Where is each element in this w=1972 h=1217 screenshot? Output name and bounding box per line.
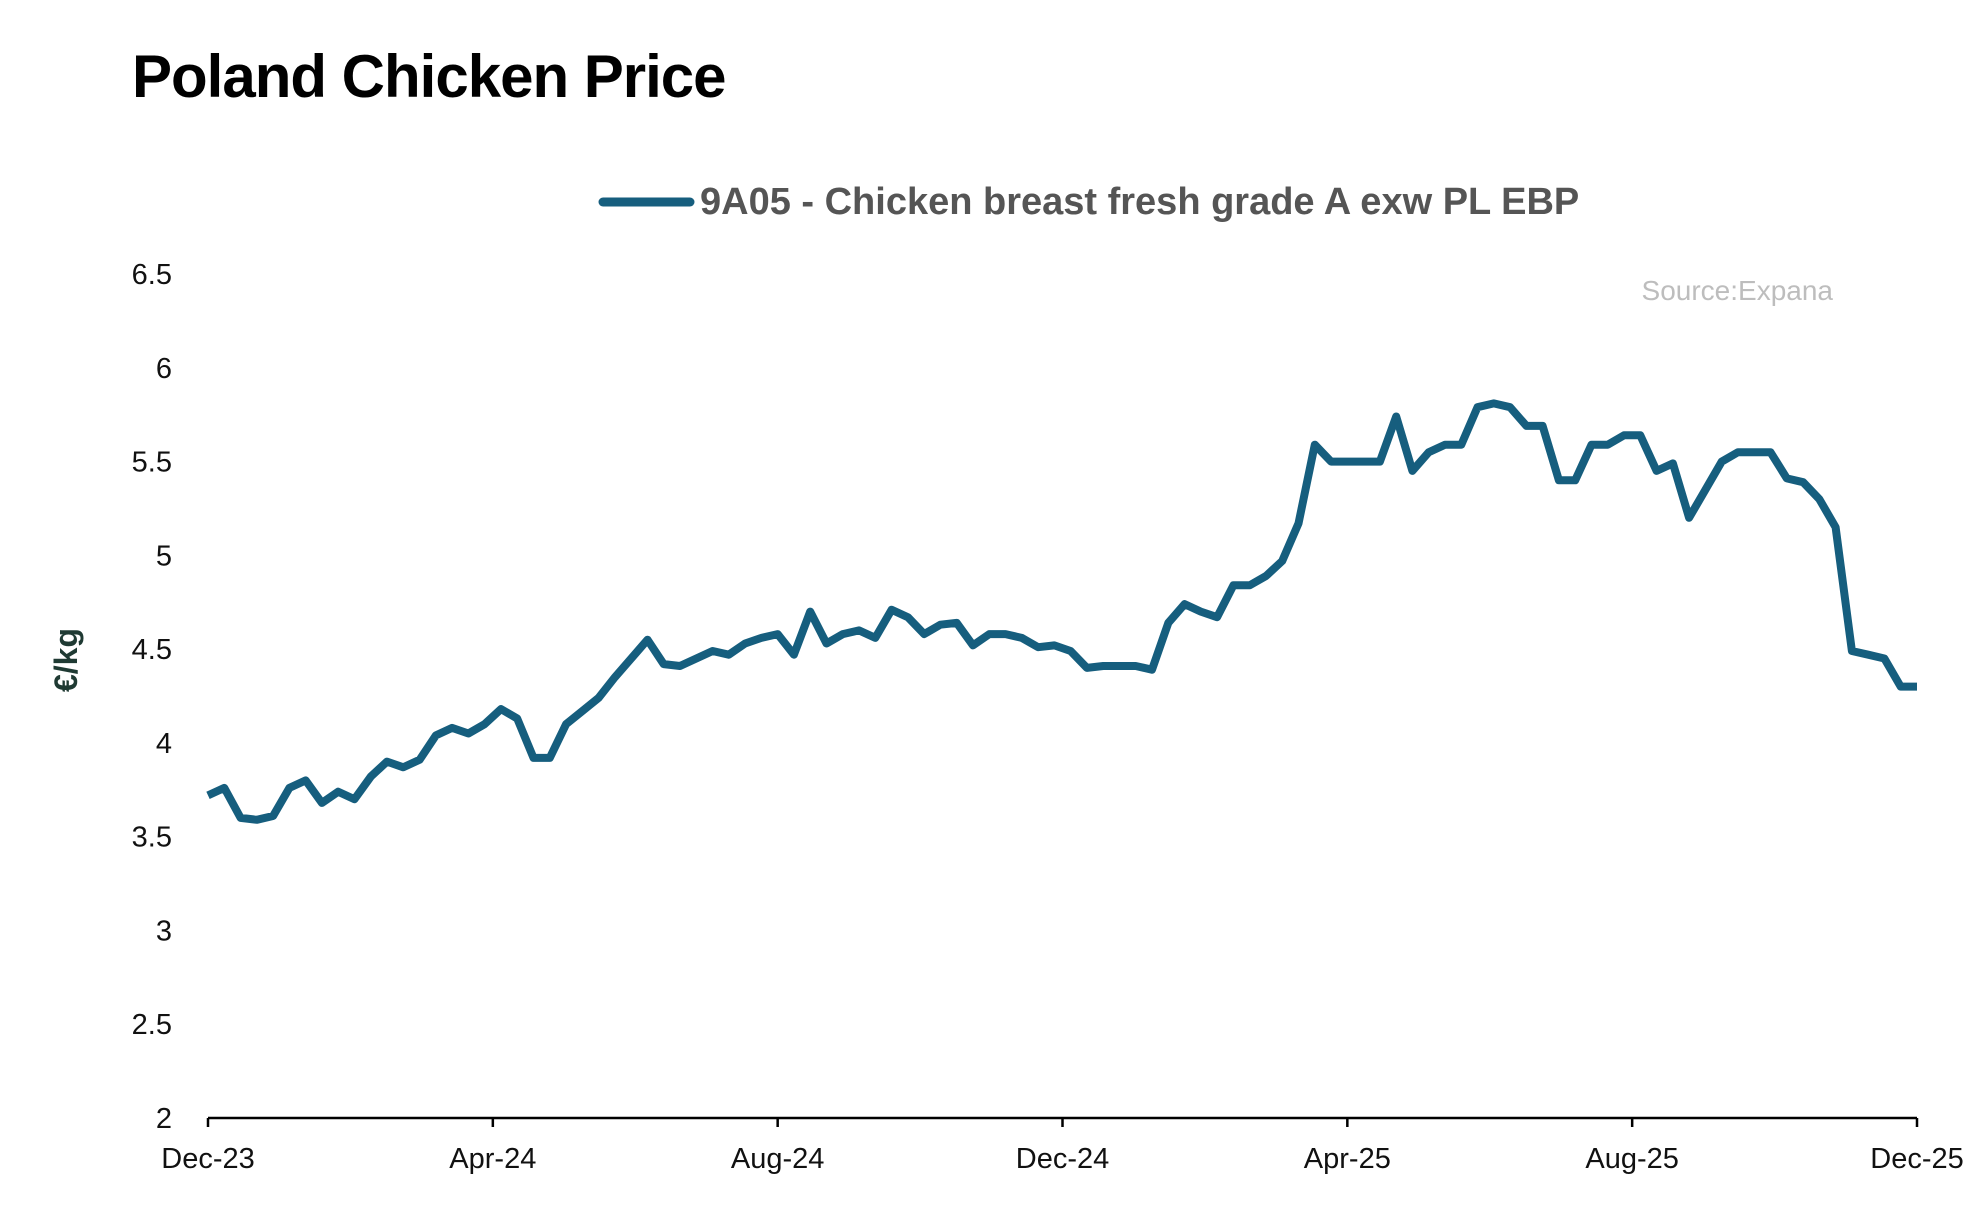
series-layer <box>206 399 1917 824</box>
y-tick-label: 5 <box>156 540 172 572</box>
x-tick-label: Apr-25 <box>1304 1143 1391 1175</box>
legend-label: 9A05 - Chicken breast fresh grade A exw … <box>700 181 1579 223</box>
y-tick-label: 2 <box>156 1103 172 1135</box>
series-line <box>206 399 1917 824</box>
y-axis-ticks: 2 2.5 3 3.5 4 4.5 5 5.5 6 6.5 <box>132 259 172 1135</box>
y-tick-label: 2.5 <box>132 1009 172 1041</box>
chart-title: Poland Chicken Price <box>132 43 727 110</box>
x-tick-label: Aug-25 <box>1585 1143 1679 1175</box>
x-tick-label: Dec-25 <box>1870 1143 1964 1175</box>
x-tick-label: Apr-24 <box>449 1143 536 1175</box>
y-tick-label: 3 <box>156 915 172 947</box>
x-tick-label: Dec-23 <box>161 1143 255 1175</box>
y-tick-label: 3.5 <box>132 822 172 854</box>
y-tick-label: 4.5 <box>132 634 172 666</box>
y-tick-label: 4 <box>156 728 172 760</box>
x-tick-label: Aug-24 <box>731 1143 825 1175</box>
x-tick-label: Dec-24 <box>1016 1143 1110 1175</box>
y-tick-label: 6 <box>156 353 172 385</box>
x-axis: Dec-23 Apr-24 Aug-24 Dec-24 Apr-25 Aug-25 Dec-… <box>161 1116 1964 1175</box>
y-tick-label: 5.5 <box>132 447 172 479</box>
legend: 9A05 - Chicken breast fresh grade A exw … <box>598 181 1579 223</box>
y-axis-label: €/kg <box>48 628 84 692</box>
source-label: Source:Expana <box>1642 275 1834 306</box>
y-tick-label: 6.5 <box>132 259 172 291</box>
